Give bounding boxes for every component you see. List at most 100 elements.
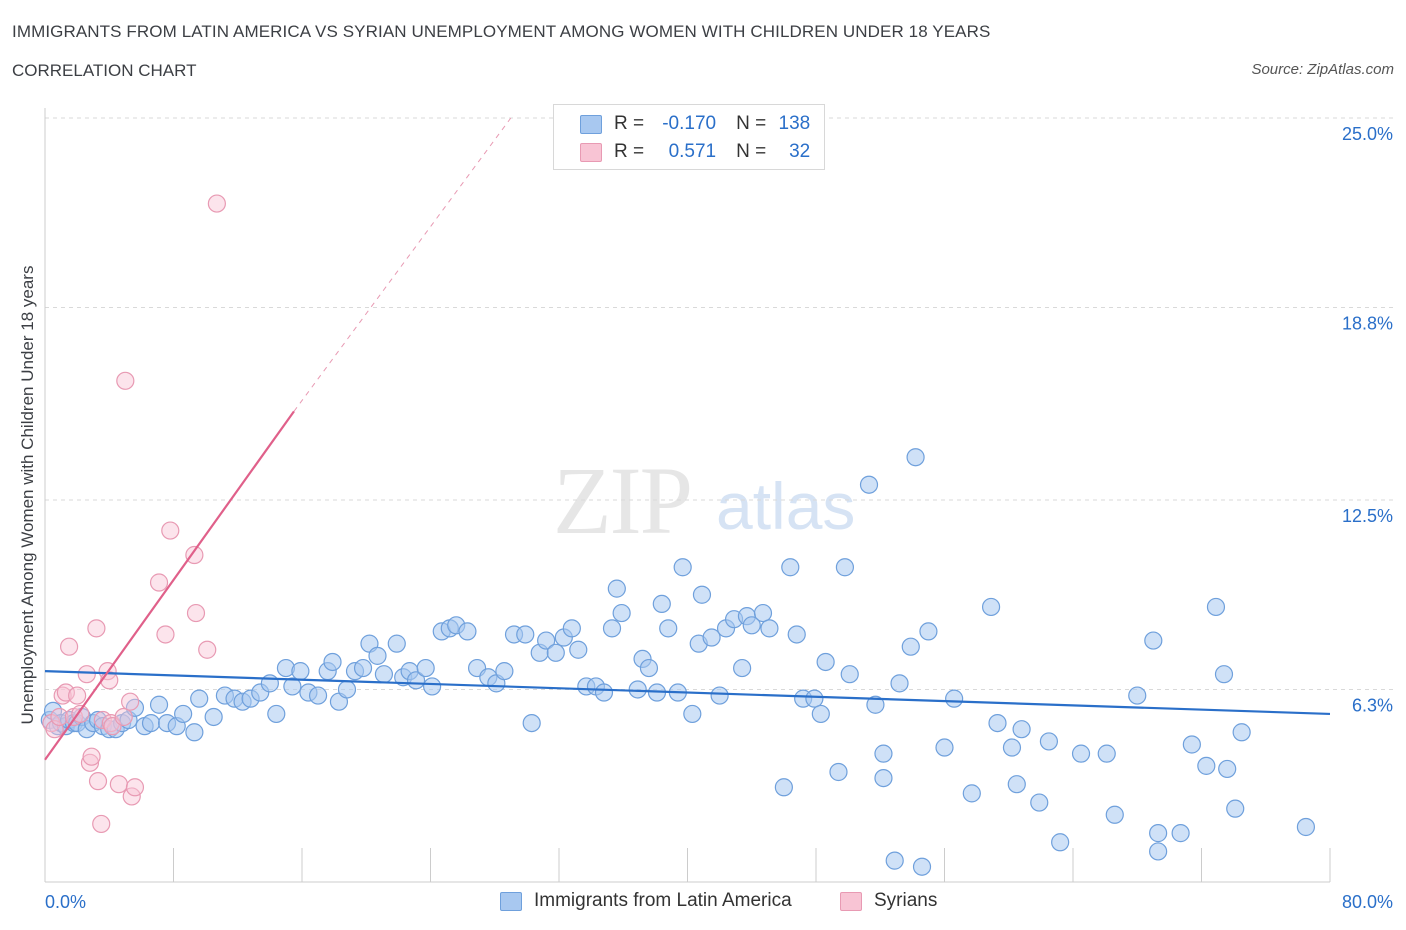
legend-row-latin-america: R = -0.170 N = 138 [580, 112, 810, 136]
y-tick-label: 6.3% [1352, 695, 1393, 715]
point-syrians [198, 640, 217, 659]
point-latin-america [185, 723, 204, 742]
bottom-legend-syrians: Syrians [840, 890, 937, 912]
point-latin-america [353, 658, 373, 678]
point-syrians [80, 753, 100, 772]
point-latin-america [859, 475, 879, 494]
point-syrians [114, 707, 133, 727]
legend-n-label: N = [736, 141, 767, 162]
point-latin-america [204, 707, 223, 727]
legend-r-value: 0.571 [668, 141, 717, 162]
point-latin-america [1144, 631, 1163, 650]
point-latin-america [1296, 817, 1316, 837]
point-latin-america [416, 658, 435, 678]
trendline-latin-america [44, 670, 1331, 716]
legend-swatch-blue [580, 114, 602, 134]
legend-n-label: N = [736, 113, 767, 134]
point-latin-america [1206, 597, 1226, 617]
point-latin-america [787, 625, 806, 644]
point-latin-america [639, 658, 659, 678]
point-latin-america [988, 713, 1007, 733]
point-latin-america [537, 631, 556, 650]
point-latin-america [890, 674, 909, 693]
point-syrians [116, 371, 135, 390]
point-latin-america [874, 768, 893, 788]
legend-r-value: -0.170 [662, 113, 717, 134]
chart-subtitle: CORRELATION CHART [12, 61, 197, 80]
point-syrians [59, 637, 79, 656]
legend-n-value: 32 [789, 141, 811, 162]
bottom-legend-label: Syrians [874, 890, 938, 911]
point-syrians [88, 772, 108, 791]
x-tick-label: 80.0% [1342, 892, 1393, 912]
point-latin-america [781, 558, 800, 577]
point-latin-america [945, 689, 964, 708]
point-latin-america [602, 619, 622, 638]
point-syrians [77, 665, 96, 684]
point-latin-america [753, 603, 773, 623]
point-syrians [56, 683, 75, 702]
point-latin-america [283, 677, 302, 696]
point-latin-america [935, 738, 954, 757]
point-latin-america [495, 662, 514, 681]
point-latin-america [1002, 738, 1022, 757]
trendline-syrians [44, 410, 295, 761]
point-latin-america [962, 784, 981, 803]
point-latin-america [912, 857, 932, 876]
bottom-legend-swatch-pink [840, 891, 862, 911]
point-latin-america [1039, 732, 1059, 751]
point-latin-america [1105, 805, 1124, 824]
point-syrians [109, 775, 128, 794]
x-tick-label: 0.0% [45, 892, 86, 912]
point-syrians [186, 603, 206, 623]
point-latin-america [811, 704, 830, 724]
point-latin-america [692, 585, 712, 604]
point-latin-america [562, 619, 581, 638]
point-latin-america [337, 680, 357, 699]
point-latin-america [885, 851, 904, 870]
point-latin-america [733, 658, 752, 678]
point-latin-america [516, 625, 535, 644]
point-syrians [207, 194, 226, 213]
legend-r-label: R = [614, 113, 645, 134]
point-latin-america [368, 646, 387, 665]
point-latin-america [387, 634, 406, 653]
point-latin-america [1128, 686, 1147, 705]
y-axis-label: Unemployment Among Women with Children U… [18, 265, 37, 725]
point-syrians [50, 707, 69, 727]
point-latin-america [149, 695, 169, 714]
point-latin-america [607, 579, 626, 598]
point-latin-america [628, 680, 647, 699]
point-syrians [161, 521, 180, 540]
point-latin-america [1214, 665, 1234, 684]
trendline-syrians-extension [293, 117, 512, 412]
legend-r-label: R = [614, 141, 645, 162]
y-tick-label: 12.5% [1342, 506, 1393, 526]
y-tick-label: 25.0% [1342, 124, 1393, 144]
point-latin-america [710, 686, 729, 705]
point-latin-america [866, 695, 885, 714]
point-latin-america [1149, 842, 1168, 861]
bottom-legend-swatch-blue [500, 891, 522, 911]
point-latin-america [308, 686, 328, 705]
point-latin-america [1030, 793, 1049, 812]
point-latin-america [546, 643, 565, 662]
point-latin-america [742, 616, 761, 635]
point-latin-america [1226, 799, 1245, 818]
point-latin-america [829, 762, 848, 782]
point-latin-america [919, 622, 938, 641]
point-latin-america [1007, 775, 1026, 794]
legend-row-syrians: R = 0.571 N = 32 [580, 140, 810, 164]
point-latin-america [423, 677, 442, 696]
point-latin-america [174, 704, 193, 724]
point-syrians [82, 747, 101, 766]
point-latin-america [702, 628, 721, 647]
source-credit: Source: ZipAtlas.com [1251, 61, 1394, 78]
point-latin-america [1218, 759, 1237, 779]
point-latin-america [683, 704, 702, 724]
point-latin-america [652, 594, 671, 614]
point-latin-america [659, 619, 678, 638]
point-latin-america [374, 665, 394, 684]
point-latin-america [840, 665, 859, 684]
point-latin-america [760, 619, 779, 638]
